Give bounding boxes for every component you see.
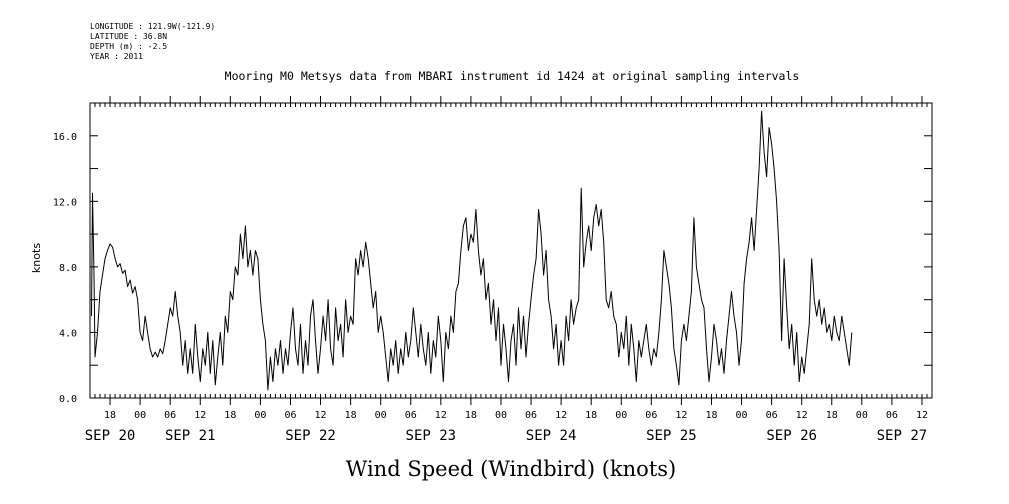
x-hour-label: 18 [465, 410, 477, 421]
x-hour-label: 06 [284, 410, 296, 421]
metadata-year: YEAR : 2011 [90, 52, 143, 61]
x-date-label: SEP 23 [406, 428, 457, 444]
x-hour-label: 06 [405, 410, 417, 421]
x-date-label: SEP 25 [646, 428, 697, 444]
x-hour-label: 18 [224, 410, 236, 421]
x-hour-label: 06 [886, 410, 898, 421]
x-hour-label: 06 [645, 410, 657, 421]
x-hour-label: 06 [766, 410, 778, 421]
x-date-label: SEP 22 [285, 428, 336, 444]
x-axis-label: Wind Speed (Windbird) (knots) [346, 457, 676, 481]
x-hour-label: 00 [134, 410, 146, 421]
metadata-depth: DEPTH (m) : -2.5 [90, 42, 168, 51]
y-tick-label: 4.0 [59, 328, 77, 339]
metadata-block: LONGITUDE : 121.9W(-121.9) LATITUDE : 36… [90, 22, 215, 62]
x-hour-label: 18 [345, 410, 357, 421]
x-hour-label: 18 [826, 410, 838, 421]
x-hour-label: 12 [435, 410, 447, 421]
x-hour-label: 06 [164, 410, 176, 421]
x-hour-label: 12 [675, 410, 687, 421]
x-hour-label: 18 [104, 410, 116, 421]
y-tick-label: 8.0 [59, 263, 77, 274]
x-hour-label: 00 [736, 410, 748, 421]
x-hour-label: 00 [375, 410, 387, 421]
x-hour-label: 12 [315, 410, 327, 421]
x-hour-label: 18 [705, 410, 717, 421]
x-date-labels: SEP 20 SEP 21 SEP 22 SEP 23 SEP 24 SEP 25 SEP … [85, 428, 927, 444]
series-line [91, 110, 853, 391]
metadata-longitude: LONGITUDE : 121.9W(-121.9) [90, 22, 216, 31]
x-hour-label: 00 [495, 410, 507, 421]
x-hour-label: 12 [194, 410, 206, 421]
x-date-label: SEP 20 [85, 428, 136, 444]
x-hour-label: 00 [254, 410, 266, 421]
metadata-latitude: LATITUDE : 36.8N [90, 32, 168, 41]
axis-ticks [89, 96, 933, 405]
x-date-label: SEP 21 [165, 428, 216, 444]
chart-title: Mooring M0 Metsys data from MBARI instru… [225, 69, 800, 83]
y-tick-label: 0.0 [59, 394, 77, 405]
x-hour-label: 00 [615, 410, 627, 421]
x-hour-labels: 18 00 06 12 18 00 06 12 18 00 06 12 18 00 06 12 18 00 06 12… [104, 410, 928, 421]
y-tick-label: 12.0 [53, 197, 77, 208]
y-tick-labels: 0.0 4.0 8.0 12.0 16.0 [53, 132, 77, 405]
x-date-label: SEP 27 [877, 428, 928, 444]
x-hour-label: 00 [856, 410, 868, 421]
x-hour-label: 18 [585, 410, 597, 421]
x-date-label: SEP 26 [766, 428, 817, 444]
x-hour-label: 12 [916, 410, 928, 421]
x-hour-label: 12 [555, 410, 567, 421]
x-hour-label: 06 [525, 410, 537, 421]
x-date-label: SEP 24 [526, 428, 577, 444]
y-axis-label: knots [30, 243, 43, 273]
y-tick-label: 16.0 [53, 132, 77, 143]
x-hour-label: 12 [796, 410, 808, 421]
